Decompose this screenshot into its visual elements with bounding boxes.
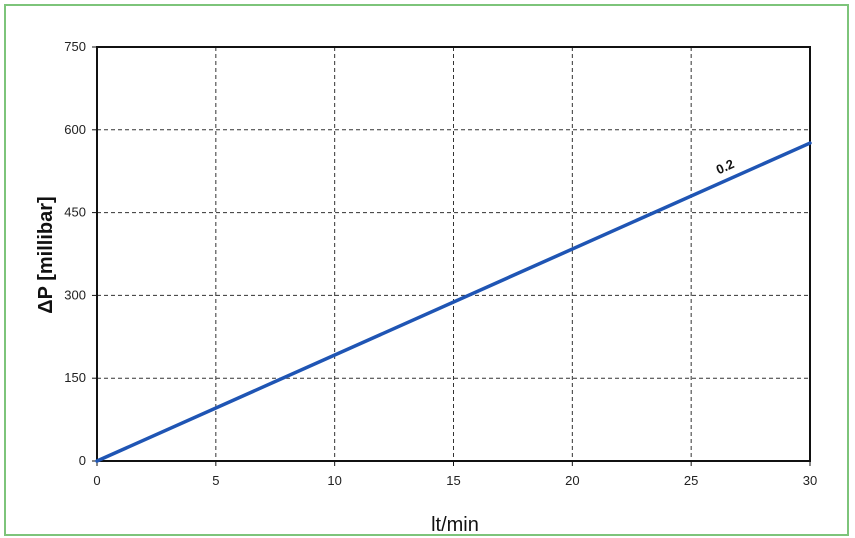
x-tick-label: 15 bbox=[446, 473, 460, 488]
series-group: 0.2 bbox=[95, 141, 812, 463]
y-tick-label: 750 bbox=[64, 39, 86, 54]
series-line bbox=[95, 141, 812, 463]
y-tick-label: 450 bbox=[64, 205, 86, 220]
series-label: 0.2 bbox=[714, 156, 737, 177]
y-tick-label: 150 bbox=[64, 370, 86, 385]
grid-lines bbox=[97, 47, 810, 461]
x-axis-ticks: 0 5 10 15 20 25 30 bbox=[93, 461, 817, 488]
x-tick-label: 5 bbox=[212, 473, 219, 488]
y-tick-label: 300 bbox=[64, 287, 86, 302]
y-tick-label: 600 bbox=[64, 122, 86, 137]
x-tick-label: 30 bbox=[803, 473, 817, 488]
y-tick-label: 0 bbox=[79, 453, 86, 468]
x-tick-label: 0 bbox=[93, 473, 100, 488]
chart-frame bbox=[4, 4, 849, 536]
y-axis-label: ΔP [millibar] bbox=[35, 196, 57, 313]
x-tick-label: 10 bbox=[327, 473, 341, 488]
x-axis-label: lt/min bbox=[431, 514, 479, 536]
y-axis-ticks: 0 150 300 450 600 750 bbox=[64, 39, 97, 468]
x-tick-label: 20 bbox=[565, 473, 579, 488]
x-tick-label: 25 bbox=[684, 473, 698, 488]
